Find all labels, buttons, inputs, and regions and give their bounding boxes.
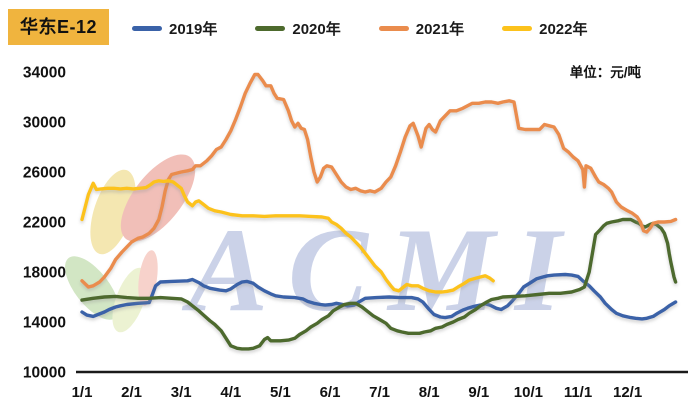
series-line-2020年 [80,217,678,351]
legend-item-2021年[interactable]: 2021年 [378,18,465,39]
x-axis-label: 7/1 [369,384,390,401]
watermark-petal [120,154,196,242]
y-axis-label: 10000 [23,365,66,382]
y-axis-label: 30000 [23,115,66,132]
x-axis-label: 10/1 [514,384,543,401]
legend-item-2020年[interactable]: 2020年 [255,18,341,39]
legend-label: 2022年 [539,21,588,38]
series-lines [80,72,678,351]
series-line-2021年 [80,72,678,289]
x-axis-label: 9/1 [468,384,489,401]
legend-label: 2019年 [169,21,218,38]
axes: 34000 30000 26000 22000 18000 14000 10000 1/1 2/… [23,65,688,401]
legend-swatch-2019年 [132,26,162,31]
x-axis-label: 8/1 [419,384,440,401]
legend-label: 2021年 [415,21,465,38]
chart-title-badge: 华东E-12 [8,9,110,45]
legend-item-2022年[interactable]: 2022年 [502,18,588,39]
legend-label: 2020年 [292,21,341,38]
y-axis-label: 14000 [23,315,66,332]
y-axis-label: 22000 [23,215,66,232]
legend-swatch-2022年 [502,26,533,31]
x-axis-label: 3/1 [171,384,192,401]
unit-label: 单位：元/吨 [569,65,641,80]
x-axis-label: 4/1 [220,384,241,401]
legend-swatch-2021年 [378,26,409,31]
watermark-text: ACMI [181,203,581,336]
y-axis-label: 18000 [23,265,66,282]
x-axis-label: 2/1 [121,384,142,401]
y-axis-label: 26000 [23,165,66,182]
legend-item-2019年[interactable]: 2019年 [132,18,217,39]
x-axis-label: 5/1 [270,384,291,401]
x-axis-label: 1/1 [72,384,93,401]
y-axis-label: 34000 [23,65,66,82]
x-axis-label: 6/1 [320,384,341,401]
legend-swatch-2020年 [255,26,286,31]
x-axis-label: 12/1 [613,384,642,401]
legend: 2019年 2020年 2021年 2022年 [132,18,588,39]
x-axis-label: 11/1 [564,384,592,401]
watermark-petal [65,256,119,320]
series-line-2022年 [80,179,495,294]
